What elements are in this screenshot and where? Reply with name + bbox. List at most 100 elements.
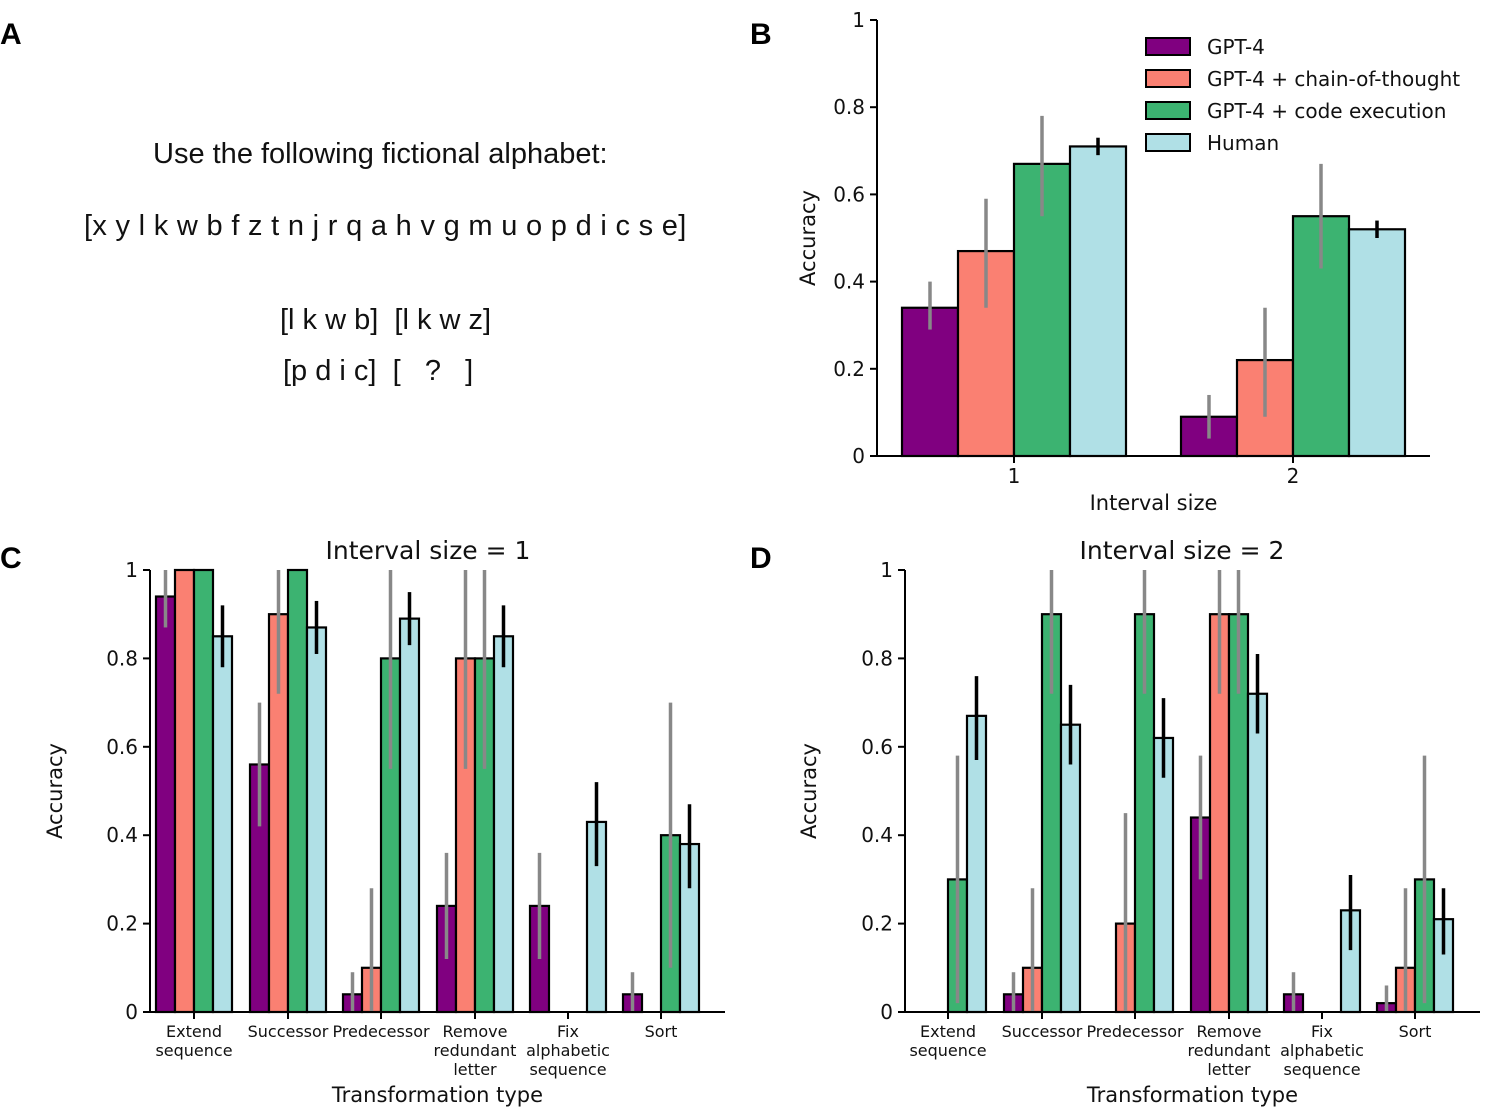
y-tick-label: 0.6 [106, 735, 138, 759]
x-tick-label-line: alphabetic [526, 1041, 610, 1060]
legend-label: GPT-4 + chain-of-thought [1207, 67, 1460, 91]
bar [173, 568, 196, 1014]
panel-label-b: B [750, 18, 772, 51]
y-axis-label: Accuracy [796, 190, 820, 286]
legend-label: Human [1207, 131, 1279, 155]
legend: GPT-4 GPT-4 + chain-of-thought GPT-4 + cod… [1145, 35, 1460, 155]
x-tick-label: Remove redundant letter [1188, 1022, 1271, 1079]
panel-label-d: D [750, 542, 772, 575]
x-tick-label-line: redundant [434, 1041, 517, 1060]
y-tick-label: 0.8 [861, 646, 893, 670]
y-tick-label: 0.4 [106, 823, 138, 847]
x-tick-label-line: Predecessor [332, 1022, 430, 1041]
x-tick-label: Remove redundant letter [434, 1022, 517, 1079]
y-tick-label: 0.2 [106, 912, 138, 936]
panel-a-alphabet: [x y l k w b f z t n j r q a h v g m u o… [84, 210, 687, 242]
x-tick-label-line: Successor [1002, 1022, 1083, 1041]
bar [398, 617, 421, 1014]
bar [286, 568, 309, 1014]
x-tick-label: Sort [645, 1022, 678, 1041]
x-tick-label-line: sequence [909, 1041, 986, 1060]
x-tick-label-line: Successor [248, 1022, 329, 1041]
x-tick-label: Sort [1399, 1022, 1432, 1041]
x-tick-label-line: Fix [1311, 1022, 1333, 1041]
x-tick-label-line: 2 [1287, 464, 1300, 488]
x-tick-label: Successor [248, 1022, 329, 1041]
chart-panel-b: 0 0.2 0.4 0.6 0.8 1 1 2 Interval size Accuracy GPT… [796, 8, 1460, 515]
x-tick-label-line: letter [453, 1060, 497, 1079]
legend-label: GPT-4 + code execution [1207, 99, 1446, 123]
x-tick-label: Fix alphabetic sequence [1280, 1022, 1364, 1079]
legend-swatch [1145, 69, 1191, 88]
bar [1068, 145, 1128, 458]
y-tick-label: 0.6 [833, 182, 865, 206]
legend-swatch [1145, 133, 1191, 152]
bar [154, 595, 177, 1014]
legend-label: GPT-4 [1207, 35, 1265, 59]
y-tick-label: 1 [852, 8, 865, 32]
panel-label-c: C [0, 542, 22, 575]
x-tick-label: 2 [1287, 464, 1300, 488]
x-tick-label-line: Extend [920, 1022, 976, 1041]
x-tick-label: Successor [1002, 1022, 1083, 1041]
panel-a-example-1: [l k w b] [l k w z] [280, 304, 492, 336]
panel-label-a: A [0, 18, 22, 51]
x-tick-label-line: 1 [1008, 464, 1021, 488]
y-tick-label: 0 [125, 1000, 138, 1024]
x-tick-label: Extend sequence [909, 1022, 986, 1060]
x-tick-label-line: sequence [155, 1041, 232, 1060]
bar [1347, 228, 1407, 458]
x-tick-label-line: alphabetic [1280, 1041, 1364, 1060]
x-tick-label-line: Remove [1197, 1022, 1262, 1041]
legend-swatch [1145, 101, 1191, 120]
y-axis-label: Accuracy [797, 743, 821, 839]
y-tick-label: 0 [880, 1000, 893, 1024]
bar [1059, 723, 1082, 1014]
bar [1152, 736, 1175, 1014]
panel-a-instruction: Use the following fictional alphabet: [153, 138, 608, 170]
x-tick-label-line: Remove [443, 1022, 508, 1041]
x-tick-label: Predecessor [332, 1022, 430, 1041]
x-tick-label: Predecessor [1086, 1022, 1184, 1041]
y-tick-label: 0.2 [833, 357, 865, 381]
x-tick-label-line: Sort [645, 1022, 678, 1041]
x-tick-label-line: Sort [1399, 1022, 1432, 1041]
y-tick-label: 1 [880, 558, 893, 582]
x-tick-label: Extend sequence [155, 1022, 232, 1060]
y-tick-label: 0.8 [833, 95, 865, 119]
x-axis-label: Transformation type [1086, 1083, 1298, 1107]
x-axis-label: Interval size [1090, 491, 1218, 515]
y-tick-label: 0.8 [106, 646, 138, 670]
y-tick-label: 0.6 [861, 735, 893, 759]
y-tick-label: 1 [125, 558, 138, 582]
bar [211, 635, 234, 1014]
bar [305, 626, 328, 1014]
x-tick-label-line: redundant [1188, 1041, 1271, 1060]
bar [900, 306, 960, 458]
x-tick-label-line: sequence [1283, 1060, 1360, 1079]
x-axis-label: Transformation type [331, 1083, 543, 1107]
y-tick-label: 0.4 [833, 270, 865, 294]
x-tick-label-line: Extend [166, 1022, 222, 1041]
y-tick-label: 0 [852, 444, 865, 468]
panel-a-example-2: [p d i c] [ ? ] [283, 355, 474, 387]
x-tick-label-line: letter [1207, 1060, 1251, 1079]
bar [1246, 692, 1269, 1014]
x-tick-label-line: Predecessor [1086, 1022, 1184, 1041]
x-tick-label-line: sequence [529, 1060, 606, 1079]
bar [192, 568, 215, 1014]
x-tick-label-line: Fix [557, 1022, 579, 1041]
y-tick-label: 0.2 [861, 912, 893, 936]
x-tick-label: 1 [1008, 464, 1021, 488]
chart-title: Interval size = 1 [326, 536, 531, 565]
chart-title: Interval size = 2 [1080, 536, 1285, 565]
y-axis-label: Accuracy [43, 743, 67, 839]
bar [965, 714, 988, 1014]
bar [492, 635, 515, 1014]
x-tick-label: Fix alphabetic sequence [526, 1022, 610, 1079]
legend-swatch [1145, 37, 1191, 56]
y-tick-label: 0.4 [861, 823, 893, 847]
